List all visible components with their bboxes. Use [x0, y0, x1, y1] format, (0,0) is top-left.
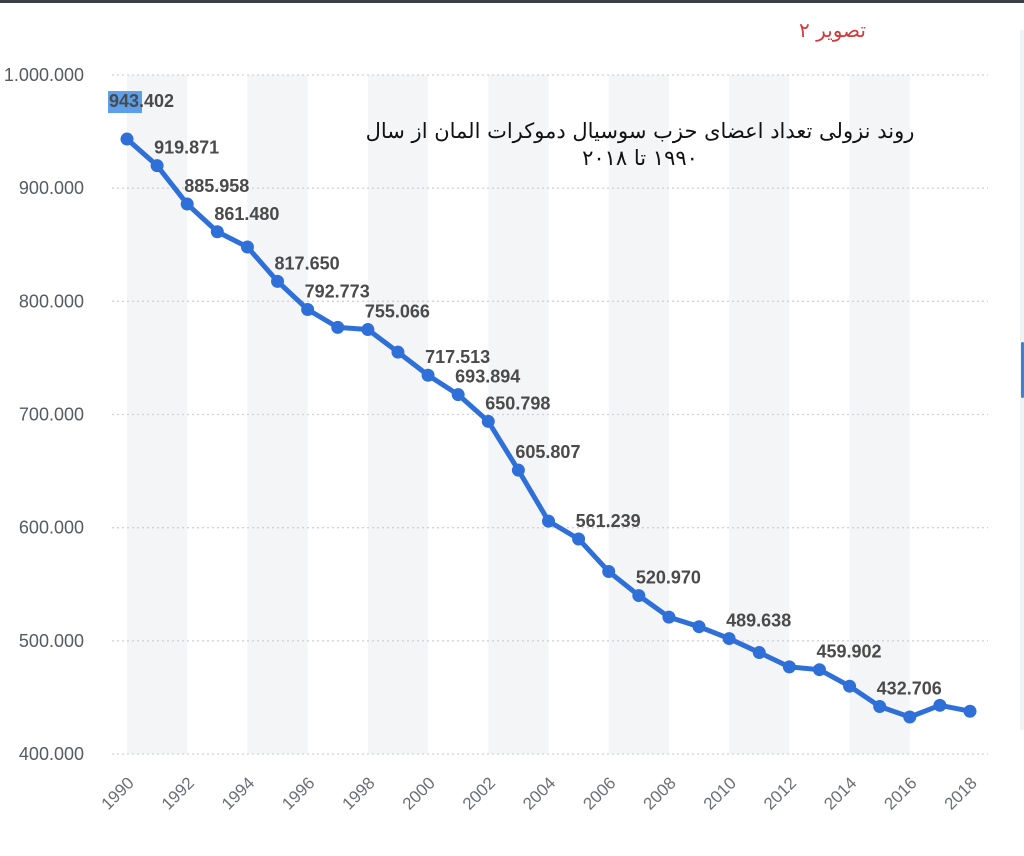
data-label-2000: 717.513: [425, 347, 490, 367]
band-2014: [849, 75, 910, 754]
highlight-1990: [108, 91, 142, 114]
x-tick-1990: 1990: [98, 773, 138, 813]
data-label-2005: 561.239: [576, 511, 641, 531]
window-top-border: [0, 0, 1024, 3]
data-label-2013: 459.902: [816, 642, 881, 662]
x-tick-1996: 1996: [278, 773, 318, 813]
x-tick-2004: 2004: [519, 773, 559, 813]
data-label-2015: 432.706: [877, 678, 942, 698]
y-axis-tick-labels: 400.000 500.000 600.000 700.000 800.000 900.0…: [4, 65, 84, 764]
point-2002: [481, 414, 495, 428]
point-2006: [602, 565, 616, 579]
point-2014: [843, 679, 857, 693]
data-label-2010: 489.638: [726, 611, 791, 631]
point-2018: [963, 704, 977, 718]
data-label-1996: 792.773: [305, 282, 370, 302]
point-2000: [421, 368, 435, 382]
right-edge-accent: [1021, 342, 1024, 398]
point-1991: [150, 159, 164, 173]
y-tick-1.000.000: 1.000.000: [4, 65, 84, 85]
point-2007: [632, 589, 646, 603]
point-1999: [391, 345, 405, 359]
x-axis-tick-labels: 1990 1992 1994 1996 1998 2000 2002 2004 2006 2008…: [98, 773, 981, 813]
x-tick-2000: 2000: [399, 773, 439, 813]
point-2017: [933, 698, 947, 712]
point-1995: [271, 274, 285, 288]
x-tick-2016: 2016: [880, 773, 920, 813]
chart-title: روند نزولی تعداد اعضای حزب سوسیال دموکرا…: [365, 119, 915, 170]
x-tick-2002: 2002: [459, 773, 499, 813]
point-2016: [903, 710, 917, 724]
data-label-2003: 605.807: [515, 442, 580, 462]
y-tick-900.000: 900.000: [19, 178, 84, 198]
point-1998: [361, 323, 375, 337]
y-tick-800.000: 800.000: [19, 291, 84, 311]
y-tick-700.000: 700.000: [19, 405, 84, 425]
point-2008: [662, 610, 676, 624]
x-tick-2006: 2006: [579, 773, 619, 813]
point-2004: [542, 514, 555, 528]
data-label-1993: 861.480: [214, 204, 279, 224]
point-1996: [301, 303, 315, 317]
gridlines: [112, 74, 988, 755]
y-tick-500.000: 500.000: [19, 631, 84, 651]
point-1992: [180, 197, 194, 211]
x-tick-2008: 2008: [640, 773, 680, 813]
point-2003: [511, 463, 525, 477]
data-label-1990: 943.402: [109, 91, 174, 111]
x-tick-2010: 2010: [700, 773, 740, 813]
data-label-1992: 885.958: [184, 176, 249, 196]
data-label-1991: 919.871: [154, 138, 219, 158]
figure-caption: تصویر ۲: [799, 18, 866, 42]
point-2001: [451, 388, 465, 402]
data-label-2001: 693.894: [455, 367, 520, 387]
x-tick-2018: 2018: [941, 773, 981, 813]
point-2009: [692, 620, 706, 634]
y-tick-600.000: 600.000: [19, 518, 84, 538]
data-label-1995: 817.650: [275, 253, 340, 273]
point-1997: [331, 320, 345, 334]
point-1993: [210, 225, 224, 239]
point-2015: [873, 699, 887, 713]
data-label-2002: 650.798: [485, 393, 550, 413]
x-tick-1998: 1998: [339, 773, 379, 813]
data-points: [120, 132, 977, 724]
x-tick-2012: 2012: [760, 773, 800, 813]
point-2005: [572, 532, 586, 546]
point-2011: [752, 646, 766, 660]
data-label-2007: 520.970: [636, 568, 701, 588]
point-2012: [782, 660, 796, 674]
data-label-1998: 755.066: [365, 302, 430, 322]
x-tick-1992: 1992: [158, 773, 198, 813]
point-1990: [120, 132, 134, 146]
data-labels: 943.402 919.871 885.958 861.480 817.650 792.7…: [108, 91, 942, 698]
x-tick-2014: 2014: [820, 773, 860, 813]
x-tick-1994: 1994: [218, 773, 258, 813]
point-2010: [722, 632, 736, 646]
y-tick-400.000: 400.000: [19, 744, 84, 764]
point-2013: [812, 663, 826, 677]
point-1994: [240, 240, 254, 254]
